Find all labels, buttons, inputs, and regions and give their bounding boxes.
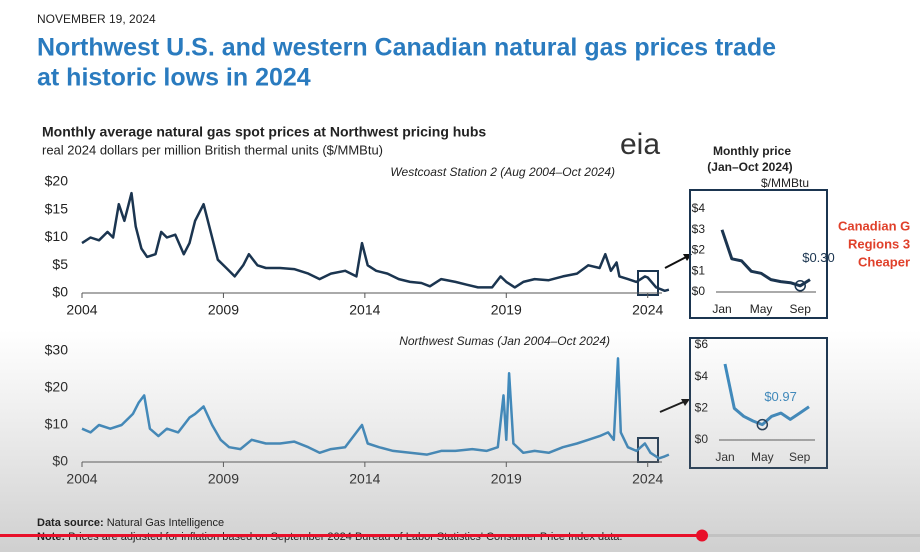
y-tick-label: $3 — [692, 222, 706, 236]
footer: Data source: Natural Gas Intelligence — [37, 517, 224, 529]
x-tick-label: 2004 — [66, 302, 97, 318]
x-tick-label: Jan — [712, 302, 731, 316]
highlight-box — [637, 270, 659, 296]
progress-bar[interactable] — [0, 534, 702, 537]
x-tick-label: May — [750, 302, 773, 316]
y-tick-label: $2 — [692, 243, 706, 257]
x-tick-label: 2014 — [349, 302, 380, 318]
y-tick-label: $0 — [692, 284, 706, 298]
series-line — [81, 191, 670, 293]
x-tick-label: 2019 — [491, 302, 522, 318]
y-tick-label: $10 — [45, 228, 69, 244]
y-tick-label: $20 — [45, 173, 69, 189]
inset-header: (Jan–Oct 2024) — [707, 160, 792, 174]
source-label: Data source: — [37, 517, 104, 529]
y-tick-label: $15 — [45, 200, 69, 216]
y-tick-label: $1 — [692, 263, 706, 277]
series-label: Westcoast Station 2 (Aug 2004–Oct 2024) — [390, 165, 615, 179]
x-tick-label: 2009 — [208, 302, 239, 318]
value-label: $0.30 — [802, 250, 835, 265]
x-tick-label: Sep — [790, 302, 812, 316]
date: NOVEMBER 19, 2024 — [37, 12, 156, 26]
figure-title: Monthly average natural gas spot prices … — [42, 124, 486, 140]
y-tick-label: $5 — [52, 256, 68, 272]
progress-handle[interactable] — [696, 529, 708, 542]
headline: at historic lows in 2024 — [37, 64, 311, 92]
y-tick-label: $0 — [52, 284, 68, 300]
series-line — [720, 229, 811, 288]
inset-header: Monthly price — [713, 144, 791, 158]
inset-frame — [689, 189, 828, 319]
x-tick-label: 2024 — [632, 302, 663, 318]
video-overlay — [0, 330, 920, 552]
inset-header: $/MMBtu — [761, 176, 809, 190]
figure-subtitle: real 2024 dollars per million British th… — [42, 142, 383, 157]
source: Natural Gas Intelligence — [107, 517, 224, 529]
headline: Northwest U.S. and western Canadian natu… — [37, 34, 776, 62]
side-text: Cheaper — [858, 254, 910, 269]
y-tick-label: $4 — [692, 201, 706, 215]
side-text: Regions 3 — [848, 236, 910, 251]
highlight-point — [794, 280, 806, 292]
side-text: Canadian G — [838, 218, 910, 233]
logo: eia — [620, 128, 660, 161]
